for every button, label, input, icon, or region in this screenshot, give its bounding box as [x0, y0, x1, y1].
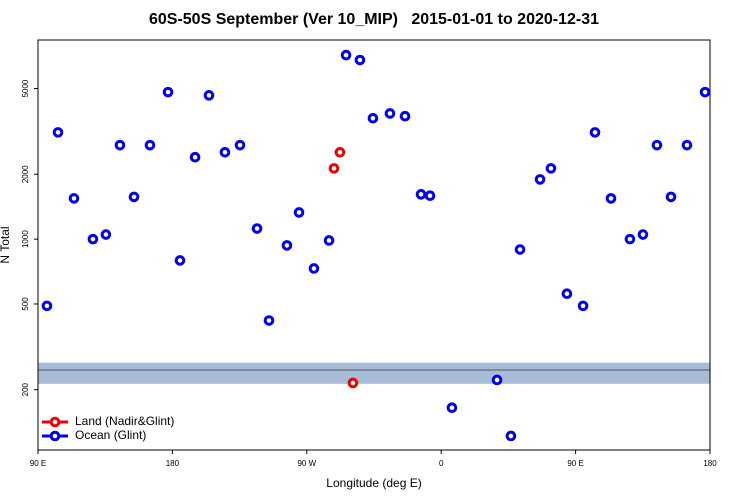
point: [424, 190, 436, 202]
point: [251, 223, 263, 234]
point: [263, 315, 275, 326]
point: [415, 189, 427, 200]
point: [605, 193, 617, 204]
band: [38, 362, 710, 384]
point: [334, 146, 346, 158]
plot-frame: [37, 39, 711, 451]
point: [234, 139, 246, 151]
x-tick-label: 0: [439, 459, 444, 468]
point: [505, 430, 517, 442]
legend-label: Ocean (Glint): [75, 428, 146, 442]
point: [446, 402, 458, 414]
x-tick-label: 90 W: [297, 459, 316, 468]
point: [651, 139, 663, 151]
point: [293, 207, 305, 218]
x-axis-label: Longitude (deg E): [326, 476, 421, 490]
point: [367, 112, 379, 124]
point: [545, 163, 557, 174]
point: [561, 288, 573, 300]
x-tick-label: 90 E: [30, 459, 46, 468]
point: [681, 139, 693, 151]
point: [114, 139, 126, 151]
legend-marker: [49, 430, 61, 442]
point: [52, 127, 64, 138]
y-tick-label: 2000: [21, 165, 30, 183]
point: [624, 233, 636, 245]
point: [399, 110, 411, 122]
point: [534, 174, 546, 185]
legend-marker: [49, 416, 61, 428]
point: [665, 191, 677, 203]
point: [347, 377, 359, 389]
point: [323, 235, 335, 246]
x-tick-label: 180: [703, 459, 717, 468]
y-tick-label: 5000: [21, 79, 30, 97]
point: [577, 300, 589, 312]
point: [41, 300, 53, 312]
point: [189, 151, 201, 163]
point: [328, 163, 340, 174]
point: [144, 139, 156, 151]
point: [174, 255, 186, 266]
x-tick-label: 180: [166, 459, 180, 468]
y-tick-label: 200: [21, 382, 30, 396]
point: [68, 193, 80, 204]
point: [354, 54, 366, 66]
point: [637, 229, 649, 240]
y-tick-label: 500: [21, 297, 30, 311]
point: [162, 86, 174, 98]
chart-title: 60S-50S September (Ver 10_MIP) 2015-01-0…: [149, 11, 599, 28]
legend-label: Land (Nadir&Glint): [75, 414, 174, 428]
y-tick-label: 1000: [21, 230, 30, 248]
point: [384, 108, 396, 119]
point: [514, 244, 526, 255]
point: [128, 191, 140, 203]
point: [589, 127, 601, 138]
point: [87, 233, 99, 245]
point: [281, 240, 293, 251]
point: [219, 146, 231, 158]
x-tick-label: 90 E: [567, 459, 583, 468]
point: [340, 49, 352, 61]
point: [203, 90, 215, 101]
point: [100, 229, 112, 240]
y-axis-label: N Total: [0, 226, 12, 263]
point: [491, 374, 503, 386]
point: [308, 263, 320, 274]
point: [699, 86, 711, 98]
